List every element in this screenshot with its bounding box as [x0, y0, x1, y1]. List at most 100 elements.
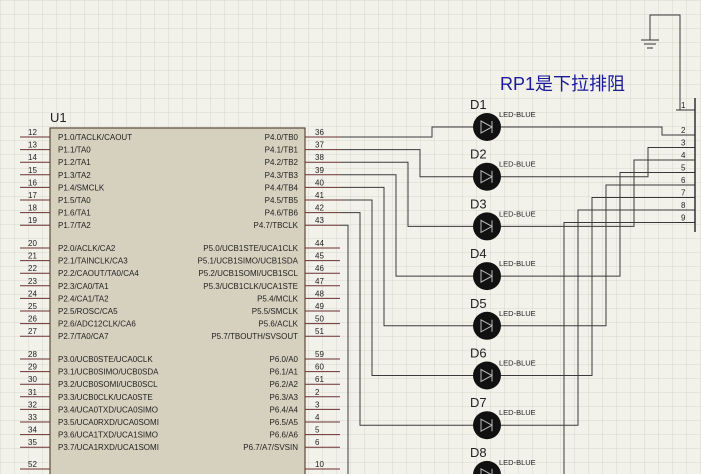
- pin-number: 12: [28, 128, 37, 137]
- pin-label: P6.1/A1: [270, 368, 299, 377]
- led-symbol: [480, 120, 494, 134]
- led-body: [473, 311, 501, 340]
- pin-number: 15: [28, 166, 37, 175]
- pin-label: P4.1/TB1: [265, 146, 299, 155]
- pin-number: 50: [315, 315, 324, 324]
- wire: [340, 161, 473, 227]
- led-body: [473, 411, 501, 440]
- pin-label: P2.0/ACLK/CA2: [58, 244, 116, 253]
- led-ref: D4: [470, 246, 487, 261]
- pin-number: 3: [315, 400, 320, 409]
- wire: [501, 147, 676, 178]
- pin-label: P5.4/MCLK: [257, 294, 299, 303]
- pin-number: 25: [28, 302, 37, 311]
- resistor-pin-number: 4: [681, 151, 686, 160]
- pin-number: 28: [28, 350, 37, 359]
- pin-number: 40: [315, 178, 324, 187]
- led-value: LED-BLUE: [499, 458, 536, 467]
- wire: [340, 199, 473, 376]
- pin-number: 20: [28, 239, 37, 248]
- led-symbol: [480, 468, 493, 474]
- pin-label: P3.4/UCA0TXD/UCA0SIMO: [58, 405, 158, 414]
- pin-number: 16: [28, 178, 37, 187]
- wire: [340, 174, 473, 277]
- pin-number: 48: [315, 289, 324, 298]
- pin-label: P1.5/TA0: [58, 196, 91, 205]
- led-body: [473, 262, 501, 291]
- wire: [340, 224, 349, 474]
- pin-number: 36: [315, 128, 324, 137]
- wire: [501, 126, 676, 136]
- pin-label: P6.7/A7/SVSIN: [243, 443, 298, 452]
- wire: [501, 209, 676, 426]
- pin-number: 6: [315, 438, 320, 447]
- wire: [501, 159, 676, 227]
- pin-number: 49: [315, 302, 324, 311]
- resistor-pin-number: 1: [681, 101, 686, 110]
- led-ref: D8: [470, 445, 487, 460]
- pin-label: P1.2/TA1: [58, 158, 91, 167]
- pin-number: 37: [315, 141, 324, 150]
- led-symbol: [480, 318, 494, 333]
- pin-number: 30: [28, 375, 37, 384]
- pin-number: 5: [315, 426, 320, 435]
- pin-label: P5.2/UCB1SOMI/UCB1SCL: [198, 269, 298, 278]
- pin-number: 17: [28, 191, 37, 200]
- pin-label: P6.0/A0: [270, 355, 299, 364]
- led-ref: D5: [470, 296, 487, 311]
- pin-number: 31: [28, 388, 37, 397]
- led-body: [473, 113, 501, 141]
- pin-label: P6.2/A2: [270, 380, 299, 389]
- pin-label: P3.3/UCB0CLK/UCA0STE: [58, 393, 153, 402]
- pin-number: 60: [315, 363, 324, 372]
- pin-label: P2.3/CA0/TA1: [58, 282, 109, 291]
- pin-number: 27: [28, 327, 37, 336]
- pin-number: 26: [28, 315, 37, 324]
- pin-label: P6.3/A3: [270, 393, 299, 402]
- pin-label: P3.1/UCB0SIMO/UCB0SDA: [58, 368, 159, 377]
- pin-number: 39: [315, 166, 324, 175]
- pin-label: P6.6/A6: [270, 431, 299, 440]
- pin-number: 2: [315, 388, 320, 397]
- wire: [340, 212, 473, 426]
- pin-label: P2.2/CAOUT/TA0/CA4: [58, 269, 139, 278]
- pin-label: P4.3/TB3: [265, 171, 299, 180]
- pin-label: P5.0/UCB1STE/UCA1CLK: [203, 244, 298, 253]
- pin-label: P6.5/A5: [270, 418, 299, 427]
- pin-number: 14: [28, 153, 37, 162]
- resistor-pin-number: 6: [681, 176, 686, 185]
- pin-label: P1.0/TACLK/CAOUT: [58, 133, 132, 142]
- pin-number: 4: [315, 413, 320, 422]
- pin-label: P3.7/UCA1RXD/UCA1SOMI: [58, 443, 159, 452]
- wire: [501, 184, 676, 327]
- pin-label: P4.7/TBCLK: [254, 221, 299, 230]
- resistor-pin-number: 2: [681, 126, 686, 135]
- pin-label: P1.6/TA1: [58, 209, 91, 218]
- resistor-note: RP1是下拉排阻: [500, 74, 625, 94]
- pin-label: P4.6/TB6: [265, 209, 299, 218]
- wire: [340, 126, 473, 138]
- wire: [340, 186, 473, 327]
- pin-number: 34: [28, 426, 37, 435]
- pin-number: 10: [315, 460, 324, 469]
- pin-number: 13: [28, 141, 37, 150]
- resistor-pin-number: 7: [681, 189, 686, 198]
- chip-body: [49, 127, 306, 474]
- pin-label: P3.6/UCA1TXD/UCA1SIMO: [58, 431, 158, 440]
- led-value: LED-BLUE: [499, 160, 536, 169]
- pin-label: P5.6/ACLK: [258, 320, 298, 329]
- pin-label: P3.2/UCB0SOMI/UCB0SCL: [58, 380, 158, 389]
- led-value: LED-BLUE: [499, 259, 536, 268]
- led-body: [473, 212, 501, 241]
- pin-label: P3.0/UCB0STE/UCA0CLK: [58, 355, 153, 364]
- pin-number: 59: [315, 350, 324, 359]
- pin-label: P4.2/TB2: [265, 158, 299, 167]
- wire: [563, 222, 676, 474]
- pin-label: P2.1/TAINCLK/CA3: [58, 257, 128, 266]
- pin-number: 24: [28, 289, 37, 298]
- wire: [340, 149, 473, 178]
- pin-number: 22: [28, 264, 37, 273]
- led-symbol: [480, 219, 494, 234]
- resistor-pin-number: 9: [681, 214, 686, 223]
